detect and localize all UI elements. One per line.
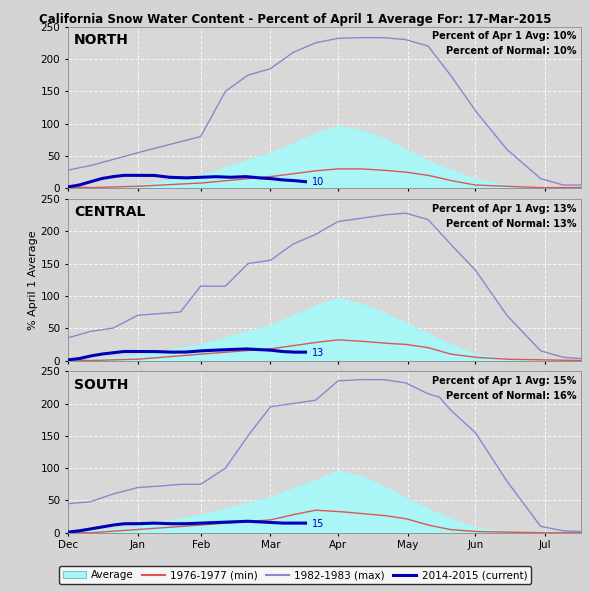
Text: Percent of Apr 1 Avg: 13%
Percent of Normal: 13%: Percent of Apr 1 Avg: 13% Percent of Nor… — [432, 204, 576, 229]
Text: Percent of Apr 1 Avg: 10%
Percent of Normal: 10%: Percent of Apr 1 Avg: 10% Percent of Nor… — [432, 31, 576, 56]
Y-axis label: % April 1 Average: % April 1 Average — [28, 230, 38, 330]
Text: NORTH: NORTH — [74, 33, 129, 47]
Text: 10: 10 — [312, 178, 324, 187]
Text: SOUTH: SOUTH — [74, 378, 129, 392]
Legend: Average, 1976-1977 (min), 1982-1983 (max), 2014-2015 (current): Average, 1976-1977 (min), 1982-1983 (max… — [59, 566, 531, 584]
Text: 15: 15 — [312, 519, 324, 529]
Text: CENTRAL: CENTRAL — [74, 205, 145, 220]
Text: Percent of Apr 1 Avg: 15%
Percent of Normal: 16%: Percent of Apr 1 Avg: 15% Percent of Nor… — [432, 376, 576, 401]
Text: California Snow Water Content - Percent of April 1 Average For: 17-Mar-2015: California Snow Water Content - Percent … — [39, 13, 551, 26]
Text: 13: 13 — [312, 348, 324, 358]
